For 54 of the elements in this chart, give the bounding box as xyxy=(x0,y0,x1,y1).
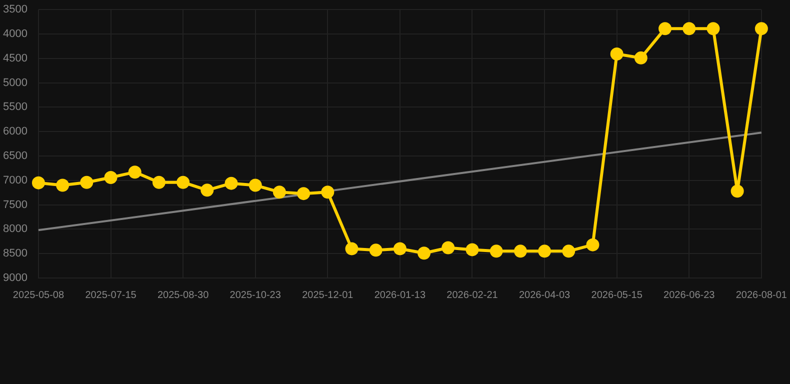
point xyxy=(610,48,624,61)
y-tick-label: 8000 xyxy=(2,223,28,236)
x-tick-label: 2025-12-01 xyxy=(302,290,354,301)
point xyxy=(706,22,720,36)
point xyxy=(176,176,190,189)
y-tick-label: 4500 xyxy=(2,52,28,64)
y-tick-label: 4000 xyxy=(2,28,28,40)
y-tick-label: 5500 xyxy=(2,101,28,114)
point xyxy=(634,51,648,64)
point xyxy=(730,184,744,198)
point xyxy=(32,176,45,190)
point xyxy=(418,246,431,260)
x-tick-label: 2026-08-01 xyxy=(736,290,788,301)
point xyxy=(128,166,142,179)
point xyxy=(369,244,382,257)
point xyxy=(104,170,118,184)
point xyxy=(80,176,94,189)
point xyxy=(272,186,286,199)
y-tick-label: 8500 xyxy=(2,248,28,260)
point xyxy=(56,178,70,192)
y-tick-label: 7500 xyxy=(2,198,28,211)
point xyxy=(321,186,334,199)
point xyxy=(200,184,214,197)
point xyxy=(466,243,479,256)
y-tick-label: 3500 xyxy=(2,4,28,16)
point xyxy=(586,238,600,252)
point xyxy=(562,244,576,258)
y-tick-label: 7000 xyxy=(2,174,28,186)
point xyxy=(442,241,455,254)
x-tick-label: 2026-01-13 xyxy=(374,290,426,301)
y-tick-label: 6000 xyxy=(2,126,28,138)
point xyxy=(248,178,262,192)
y-tick-label: 9000 xyxy=(2,272,28,284)
point xyxy=(538,244,552,258)
x-tick-label: 2026-04-03 xyxy=(518,290,571,301)
x-tick-label: 2025-05-08 xyxy=(12,290,64,301)
point xyxy=(297,187,310,200)
x-tick-label: 2025-07-15 xyxy=(85,290,137,301)
x-tick-label: 2026-05-15 xyxy=(591,290,643,301)
x-tick-label: 2025-08-30 xyxy=(157,290,210,301)
point xyxy=(682,22,696,36)
x-tick-label: 2025-10-23 xyxy=(230,290,282,301)
y-tick-label: 6500 xyxy=(2,150,28,162)
x-tick-label: 2026-06-23 xyxy=(664,290,716,301)
point xyxy=(393,242,406,256)
x-tick-label: 2026-02-21 xyxy=(446,290,498,301)
point xyxy=(490,244,503,258)
point xyxy=(152,176,166,189)
point xyxy=(754,22,768,36)
y-tick-label: 5000 xyxy=(2,76,28,89)
point xyxy=(224,176,238,190)
point xyxy=(345,242,358,256)
point xyxy=(514,244,527,258)
point xyxy=(658,22,672,36)
